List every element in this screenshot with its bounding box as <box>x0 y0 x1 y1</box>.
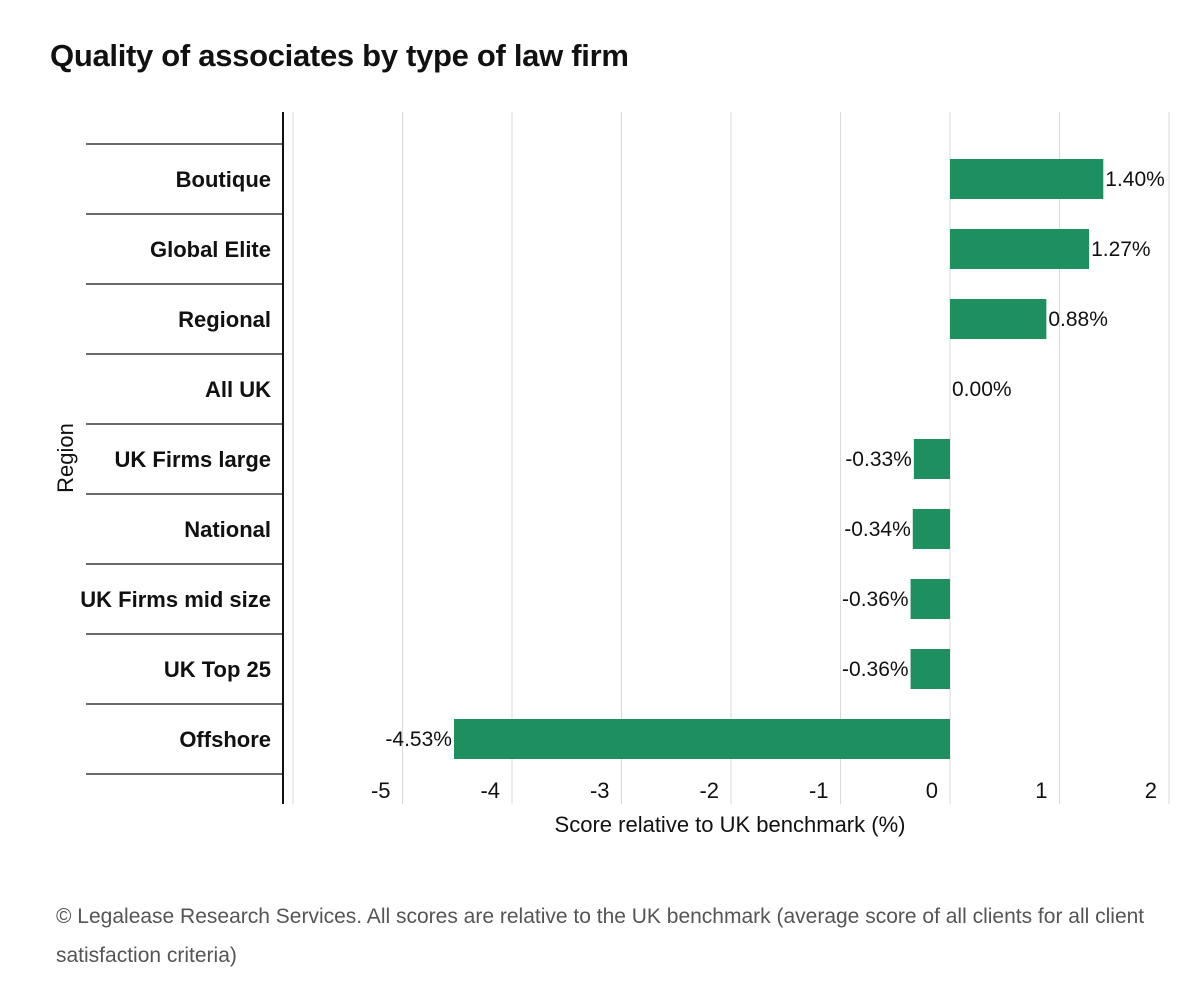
bar <box>912 509 950 549</box>
bar <box>453 719 950 759</box>
bar <box>910 579 950 619</box>
chart-title: Quality of associates by type of law fir… <box>50 38 629 73</box>
category-label: UK Firms large <box>115 447 272 472</box>
x-tick-label: -1 <box>809 778 829 803</box>
value-label: 1.27% <box>1091 238 1151 261</box>
bars <box>453 159 1104 759</box>
x-tick-label: -3 <box>590 778 610 803</box>
x-tick-label: 0 <box>926 778 938 803</box>
category-label: UK Top 25 <box>164 657 271 682</box>
bar <box>950 229 1090 269</box>
x-tick-label: 2 <box>1145 778 1157 803</box>
category-label: All UK <box>205 377 271 402</box>
category-label: Regional <box>178 307 271 332</box>
value-label: -0.36% <box>842 658 909 681</box>
footnote: © Legalease Research Services. All score… <box>56 905 1145 967</box>
value-label: 1.40% <box>1105 168 1165 191</box>
grid-lines <box>292 112 1170 804</box>
category-label: Boutique <box>176 167 271 192</box>
value-label: -0.36% <box>842 588 909 611</box>
value-label: -4.53% <box>385 728 452 751</box>
value-label: 0.00% <box>952 378 1012 401</box>
x-tick-label: -5 <box>371 778 391 803</box>
category-label: Global Elite <box>150 237 271 262</box>
category-label: UK Firms mid size <box>80 587 271 612</box>
bar <box>950 159 1104 199</box>
value-label: -0.34% <box>844 518 911 541</box>
bar <box>913 439 950 479</box>
category-label: Offshore <box>179 727 271 752</box>
y-axis-title: Region <box>53 423 78 493</box>
value-label: -0.33% <box>845 448 912 471</box>
x-tick-label: -2 <box>699 778 719 803</box>
x-axis-ticks: -5 -4 -3 -2 -1 0 1 2 <box>371 778 1157 803</box>
value-labels: 1.40% 1.27% 0.88% 0.00% -0.33% -0.34% -0.36% -0… <box>385 168 1164 751</box>
bar <box>910 649 950 689</box>
category-label: National <box>184 517 271 542</box>
x-axis-title: Score relative to UK benchmark (%) <box>555 812 906 837</box>
value-label: 0.88% <box>1048 308 1108 331</box>
category-rows: Boutique Global Elite Regional All UK UK Fir… <box>80 143 282 775</box>
bar-chart: Boutique Global Elite Regional All UK UK Fir… <box>53 112 1170 837</box>
x-tick-label: 1 <box>1035 778 1047 803</box>
bar <box>950 299 1047 339</box>
x-tick-label: -4 <box>480 778 500 803</box>
